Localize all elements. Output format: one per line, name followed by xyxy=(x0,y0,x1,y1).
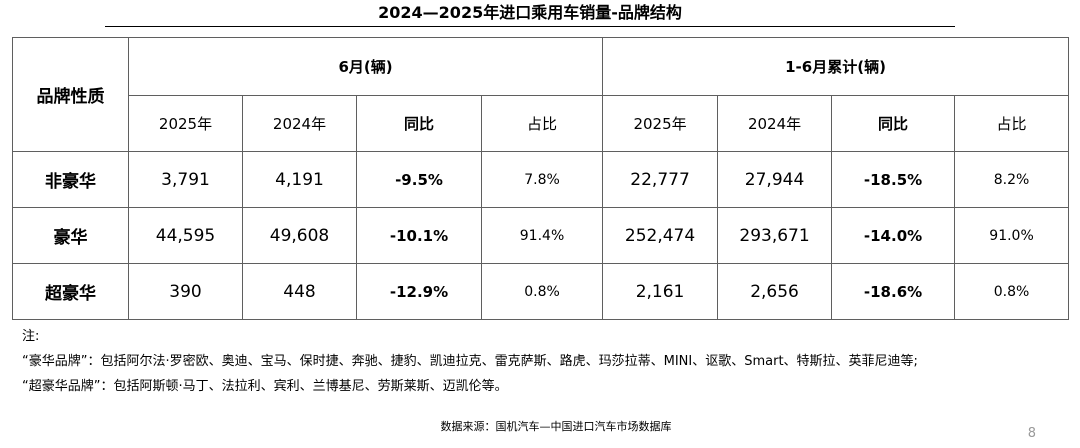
cell-ytd-2025: 22,777 xyxy=(602,151,719,208)
cell-june-yoy: -9.5% xyxy=(356,151,482,208)
row-category: 超豪华 xyxy=(12,263,129,320)
category-header: 品牌性质 xyxy=(12,37,129,152)
cell-ytd-2024: 293,671 xyxy=(717,207,833,264)
cell-june-yoy: -10.1% xyxy=(356,207,482,264)
table-row: 非豪华 3,791 4,191 -9.5% 7.8% 22,777 27,944… xyxy=(12,151,1070,208)
notes-label: 注: xyxy=(22,329,40,344)
col-header-june-yoy: 同比 xyxy=(356,95,482,152)
table-row: 超豪华 390 448 -12.9% 0.8% 2,161 2,656 -18.… xyxy=(12,263,1070,320)
cell-ytd-2025: 252,474 xyxy=(602,207,719,264)
header-row-columns: 2025年 2024年 同比 占比 2025年 2024年 同比 占比 xyxy=(13,95,1070,152)
cell-june-yoy: -12.9% xyxy=(356,263,482,320)
page-number: 8 xyxy=(1027,426,1036,441)
cell-june-share: 7.8% xyxy=(480,151,604,208)
cell-june-share: 0.8% xyxy=(480,263,604,320)
cell-june-share: 91.4% xyxy=(480,207,604,264)
cell-ytd-yoy: -18.5% xyxy=(831,151,956,208)
cell-ytd-2024: 2,656 xyxy=(717,263,833,320)
row-category: 非豪华 xyxy=(12,151,129,208)
col-header-ytd-2025: 2025年 xyxy=(602,95,719,152)
note-luxury-brands: “豪华品牌”：包括阿尔法·罗密欧、奥迪、宝马、保时捷、奔驰、捷豹、凯迪拉克、雷克… xyxy=(22,354,918,369)
col-header-june-2025: 2025年 xyxy=(128,95,243,152)
cell-ytd-share: 91.0% xyxy=(954,207,1070,264)
cell-ytd-yoy: -18.6% xyxy=(831,263,956,320)
cell-ytd-yoy: -14.0% xyxy=(831,207,956,264)
cell-june-2025: 44,595 xyxy=(128,207,243,264)
cell-june-2024: 448 xyxy=(242,263,357,320)
table-row: 豪华 44,595 49,608 -10.1% 91.4% 252,474 29… xyxy=(12,207,1070,264)
group-header-june: 6月(辆) xyxy=(127,37,604,96)
cell-june-2024: 49,608 xyxy=(242,207,357,264)
cell-june-2024: 4,191 xyxy=(242,151,357,208)
col-header-june-share: 占比 xyxy=(480,95,604,152)
data-source: 数据来源：国机汽车—中国进口汽车市场数据库 xyxy=(440,420,672,433)
col-header-ytd-share: 占比 xyxy=(954,95,1070,152)
cell-june-2025: 3,791 xyxy=(128,151,243,208)
brand-structure-table: 品牌性质 6月(辆) 1-6月累计(辆) 2025年 2024年 同比 占比 2… xyxy=(12,37,1070,320)
cell-ytd-share: 0.8% xyxy=(954,263,1070,320)
group-header-ytd: 1-6月累计(辆) xyxy=(602,37,1070,96)
header-row-groups: 品牌性质 6月(辆) 1-6月累计(辆) xyxy=(12,37,1070,152)
col-header-ytd-2024: 2024年 xyxy=(717,95,833,152)
col-header-ytd-yoy: 同比 xyxy=(831,95,956,152)
notes-section: 注: “豪华品牌”：包括阿尔法·罗密欧、奥迪、宝马、保时捷、奔驰、捷豹、凯迪拉克… xyxy=(22,324,918,399)
row-category: 豪华 xyxy=(12,207,129,264)
cell-ytd-share: 8.2% xyxy=(954,151,1070,208)
note-ultra-luxury-brands: “超豪华品牌”：包括阿斯顿·马丁、法拉利、宾利、兰博基尼、劳斯莱斯、迈凯伦等。 xyxy=(22,379,508,394)
page-title: 2024—2025年进口乘用车销量-品牌结构 xyxy=(105,0,955,27)
cell-ytd-2024: 27,944 xyxy=(717,151,833,208)
cell-june-2025: 390 xyxy=(128,263,243,320)
col-header-june-2024: 2024年 xyxy=(242,95,357,152)
cell-ytd-2025: 2,161 xyxy=(602,263,719,320)
